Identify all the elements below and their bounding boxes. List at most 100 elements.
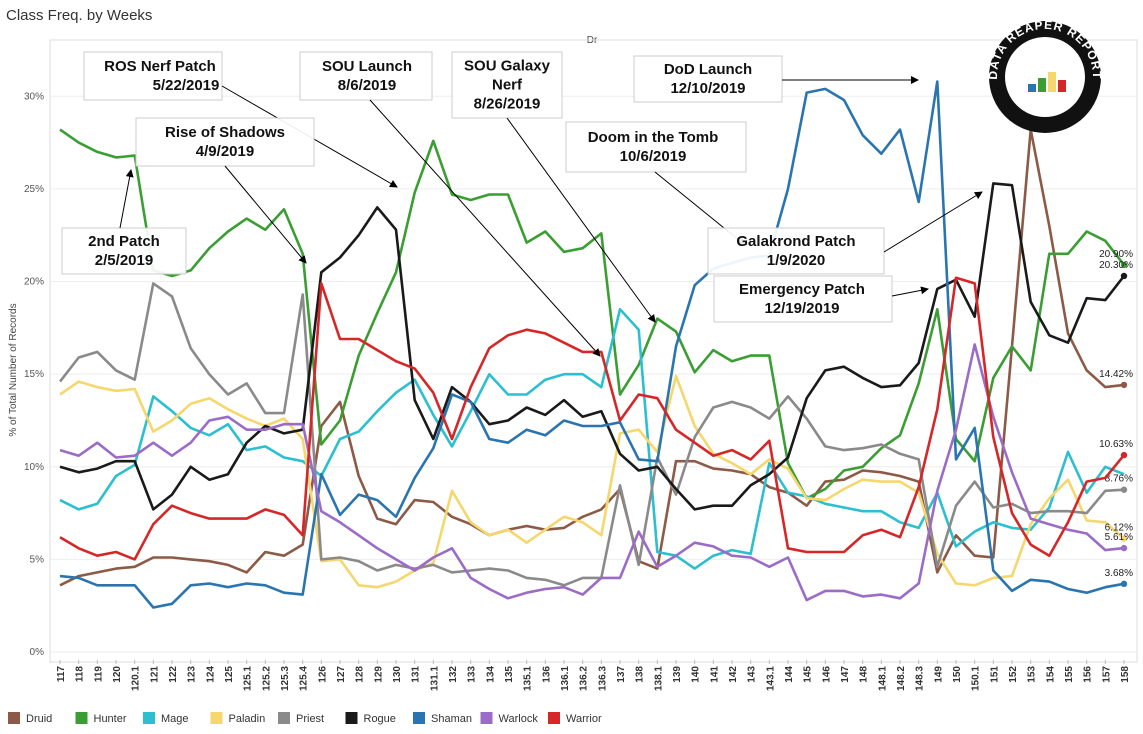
annotation-box (299, 51, 433, 101)
x-tick-label: 146 (821, 666, 832, 683)
x-tick-label: 129 (373, 666, 384, 683)
annotation-text: 4/9/2019 (196, 143, 254, 160)
end-label: 10.63% (1099, 439, 1133, 450)
legend-swatch (480, 712, 493, 724)
x-tick-label: 156 (1083, 666, 1094, 683)
annotation-text: 10/6/2019 (620, 148, 687, 165)
plot-area (49, 39, 1138, 663)
x-tick-label: 138.1 (653, 666, 664, 691)
x-tick-label: 125 (224, 666, 235, 683)
legend-swatch (345, 712, 358, 724)
annotation-text: SOU Launch (322, 58, 412, 75)
annotation-text: 5/22/2019 (153, 77, 220, 94)
logo-bar (1028, 84, 1036, 92)
x-tick-label: 137 (616, 666, 627, 683)
annotation-text: SOU Galaxy (464, 58, 551, 75)
x-tick-label: 147 (840, 666, 851, 683)
series-line (59, 343, 1125, 602)
annotation-text: 8/26/2019 (474, 96, 541, 113)
end-label: 3.68% (1105, 568, 1133, 579)
x-tick-label: 138 (635, 666, 646, 683)
x-tick-label: 119 (93, 666, 104, 683)
x-tick-label: 148.1 (877, 666, 888, 691)
y-tick-label: 15% (24, 369, 44, 380)
x-tick-label: 136.3 (597, 666, 608, 691)
x-tick-label: 134 (485, 666, 496, 683)
annotation-text: 8/6/2019 (338, 77, 396, 94)
y-tick-label: 0% (30, 647, 45, 658)
end-label: 14.42% (1099, 369, 1133, 380)
x-tick-label: 142 (728, 666, 739, 683)
series-line (59, 374, 1125, 589)
annotation-arrow (883, 191, 983, 253)
legend-label: Hunter (94, 713, 127, 725)
annotation-text: 12/10/2019 (670, 80, 745, 97)
x-tick-label: 152 (1008, 666, 1019, 683)
x-tick-label: 148 (859, 666, 870, 683)
x-tick-label: 120 (112, 666, 123, 683)
annotation-arrow (369, 99, 601, 357)
x-tick-label: 125.1 (243, 666, 254, 691)
x-tick-label: 136.1 (560, 666, 571, 691)
logo-bar (1058, 80, 1066, 92)
x-tick-label: 143.1 (765, 666, 776, 691)
end-label: 8.76% (1105, 474, 1133, 485)
series-line (59, 80, 1125, 609)
annotation-box (83, 51, 223, 101)
annotation-text: 2nd Patch (88, 233, 160, 250)
annotation-text: Galakrond Patch (736, 233, 855, 250)
x-tick-label: 118 (75, 666, 86, 683)
x-tick-label: 125.2 (261, 666, 272, 691)
legend-swatch (278, 712, 290, 724)
x-tick-label: 128 (355, 666, 366, 683)
annotation-box (713, 275, 893, 323)
x-tick-label: 125.3 (280, 666, 291, 691)
end-point (1120, 580, 1128, 588)
end-point (1120, 535, 1128, 542)
series-line (59, 128, 1125, 587)
x-tick-label: 135.1 (523, 666, 534, 691)
legend-label: Rogue (364, 713, 396, 725)
x-tick-label: 127 (336, 666, 347, 683)
annotation-box (565, 121, 747, 173)
end-point (1120, 486, 1128, 493)
x-tick-label: 155 (1064, 666, 1075, 683)
legend-label: Shaman (431, 713, 472, 725)
x-tick-label: 148.2 (896, 666, 907, 691)
annotation-box (61, 227, 187, 275)
x-tick-label: 141 (709, 666, 720, 683)
x-tick-label: 117 (56, 666, 67, 683)
x-tick-label: 121 (149, 666, 160, 683)
x-tick-label: 135 (504, 666, 515, 683)
annotation-arrow (506, 117, 656, 323)
annotation-box (451, 51, 563, 119)
x-tick-label: 145 (803, 666, 814, 683)
y-tick-label: 10% (24, 462, 44, 473)
annotation-text: Nerf (492, 77, 523, 94)
series-line (59, 276, 1126, 561)
y-tick-label: 25% (24, 184, 44, 195)
x-tick-label: 149 (933, 666, 944, 683)
legend-label: Mage (161, 713, 189, 725)
x-tick-label: 131.1 (429, 666, 440, 691)
x-tick-label: 136.2 (579, 666, 590, 691)
annotation-text: 1/9/2020 (767, 252, 825, 269)
legend-swatch (8, 712, 20, 724)
end-label: 20.30% (1099, 260, 1133, 271)
annotation-text: 12/19/2019 (764, 300, 839, 317)
legend-label: Paladin (229, 713, 266, 725)
x-tick-label: 140 (691, 666, 702, 683)
x-tick-label: 133 (467, 666, 478, 683)
y-tick-label: 20% (24, 277, 44, 288)
end-label: 6.12% (1105, 523, 1133, 534)
x-tick-label: 139 (672, 666, 683, 683)
annotation-box (633, 55, 783, 103)
x-tick-label: 122 (168, 666, 179, 683)
annotation-box (707, 227, 885, 275)
end-point (1120, 544, 1128, 552)
legend-swatch (413, 712, 425, 724)
legend-label: Priest (296, 713, 324, 725)
x-tick-label: 153 (1027, 666, 1038, 683)
